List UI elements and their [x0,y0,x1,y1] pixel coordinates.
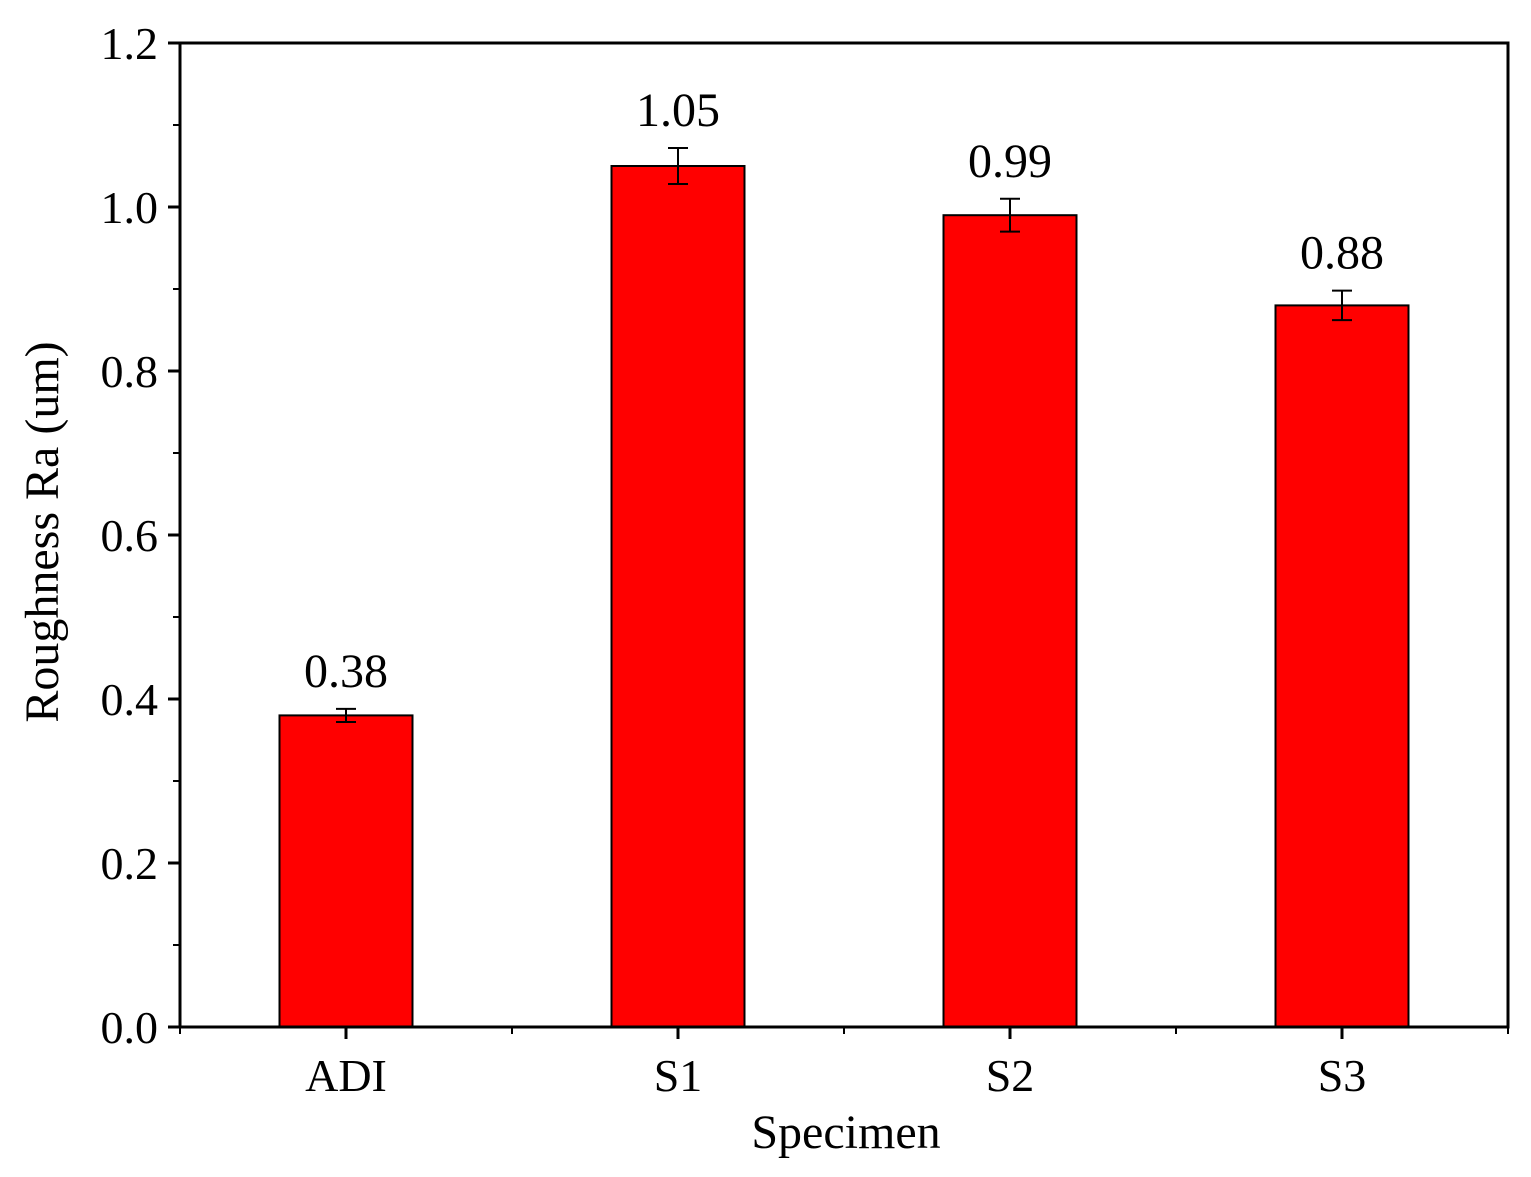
y-tick-label: 0.4 [101,674,159,725]
data-label-s3: 0.88 [1300,227,1384,280]
y-tick-label: 0.0 [101,1002,159,1053]
x-tick-label-adi: ADI [305,1050,387,1101]
data-label-s2: 0.99 [968,135,1052,188]
y-tick-label: 0.2 [101,838,159,889]
y-tick-label: 0.6 [101,510,159,561]
bar-s1 [610,165,746,1028]
data-label-adi: 0.38 [304,645,388,698]
ticks-layer [168,41,1509,1039]
bar-s3 [1274,304,1410,1028]
labels-layer: 0.38 1.05 0.99 0.88 0.0 0.2 0.4 0.6 0.8 1.0 1.2 ADI… [101,18,1385,1101]
x-tick-label-s2: S2 [986,1050,1035,1101]
x-tick-label-s3: S3 [1318,1050,1367,1101]
y-axis-label: Roughness Ra (um) [16,341,69,722]
data-label-s1: 1.05 [636,84,720,137]
bar-adi [278,714,414,1029]
error-bars-layer [336,146,1352,723]
y-tick-label: 0.8 [101,346,159,397]
bar-s2 [942,214,1078,1028]
bars-layer [278,165,1410,1029]
y-tick-label: 1.2 [101,18,159,69]
x-tick-label-s1: S1 [654,1050,703,1101]
y-tick-label: 1.0 [101,182,159,233]
x-axis-label: Specimen [751,1106,940,1159]
